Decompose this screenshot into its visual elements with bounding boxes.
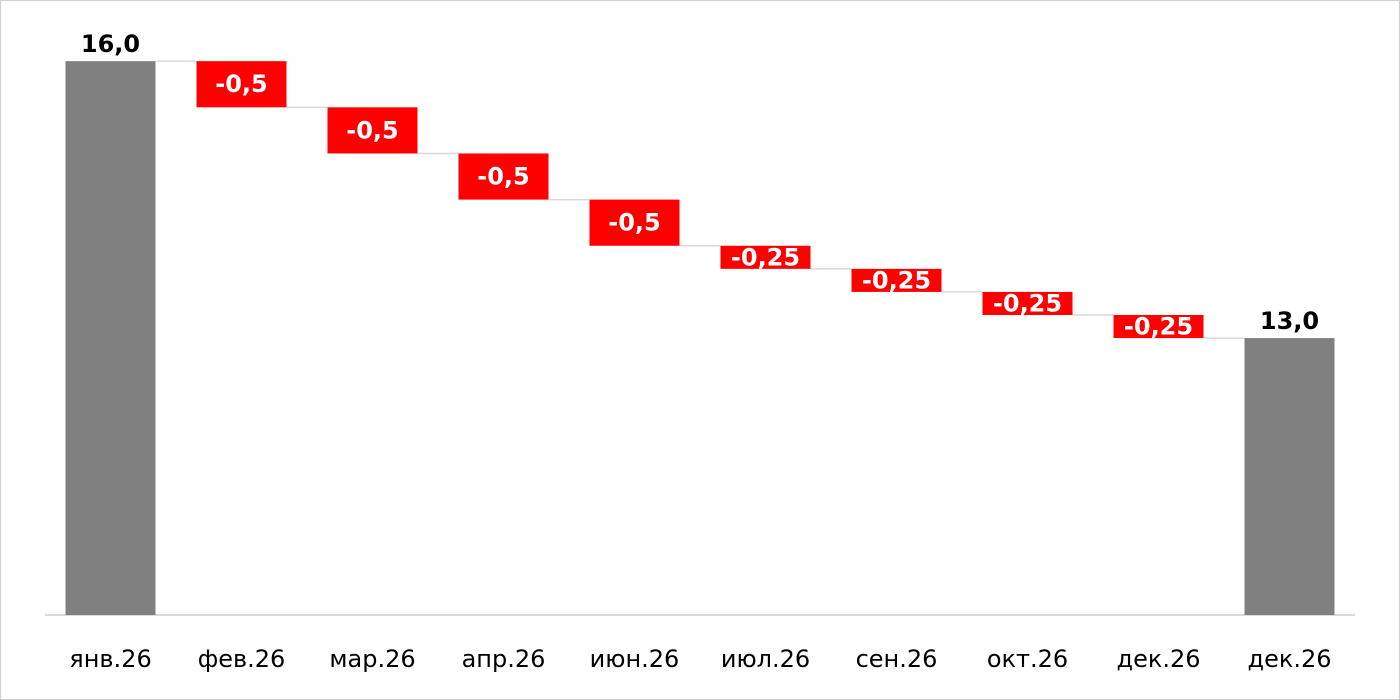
x-tick-label: янв.26 (69, 645, 151, 673)
total-bar (65, 61, 156, 615)
delta-bar (982, 291, 1073, 315)
value-label: -0,25 (993, 289, 1062, 317)
x-tick-label: мар.26 (329, 645, 415, 673)
x-tick-label: дек.26 (1116, 645, 1200, 673)
delta-bar (458, 153, 549, 200)
delta-bar (589, 199, 680, 246)
value-label: -0,25 (862, 266, 931, 294)
x-tick-label: апр.26 (462, 645, 546, 673)
x-tick-label: фев.26 (198, 645, 286, 673)
delta-bar (327, 107, 418, 154)
delta-bar (196, 61, 287, 108)
x-tick-label: июл.26 (721, 645, 810, 673)
total-bar (1244, 338, 1335, 615)
value-label: -0,5 (215, 70, 267, 98)
value-label: -0,5 (477, 163, 529, 191)
x-tick-label: июн.26 (590, 645, 680, 673)
x-tick-label: окт.26 (987, 645, 1068, 673)
value-label: -0,25 (731, 243, 800, 271)
delta-bar (1113, 315, 1204, 339)
value-label: -0,5 (346, 116, 398, 144)
value-label: -0,25 (1124, 313, 1193, 341)
value-label: 16,0 (81, 30, 140, 58)
x-tick-label: дек.26 (1247, 645, 1331, 673)
delta-bar (720, 245, 811, 269)
x-tick-label: сен.26 (856, 645, 938, 673)
delta-bar (851, 268, 942, 292)
value-label: -0,5 (608, 209, 660, 237)
value-label: 13,0 (1260, 307, 1319, 335)
